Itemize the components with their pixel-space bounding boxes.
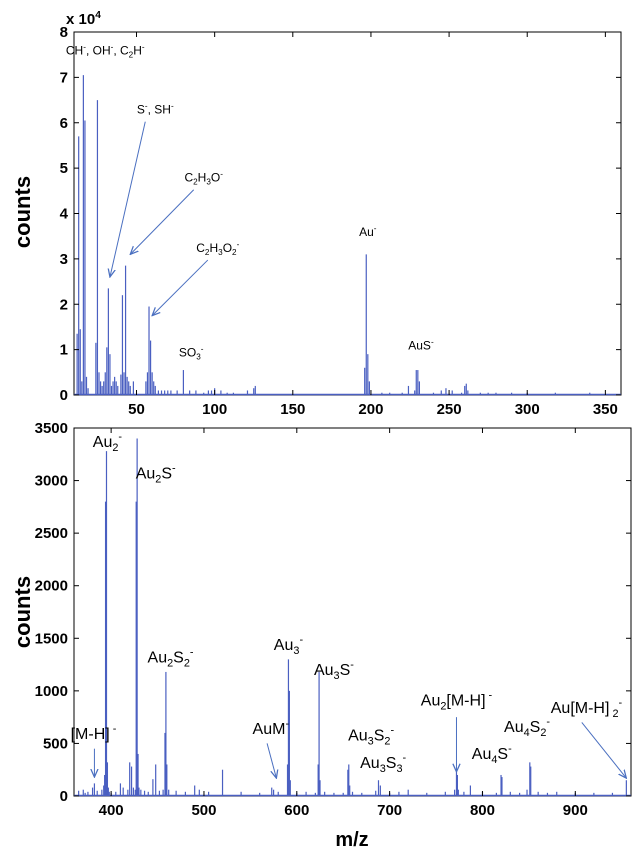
x-tick-label: 800 — [470, 802, 495, 819]
top-spectrum-peaks — [74, 75, 621, 396]
y-tick-label: 1500 — [35, 630, 68, 647]
y-tick-label: 3000 — [35, 473, 68, 490]
annotation-arrow — [130, 189, 195, 255]
y-tick-label: 2000 — [35, 578, 68, 595]
peak-annotation: [M-H] - — [71, 723, 117, 743]
peak-annotation: AuS- — [408, 338, 434, 353]
x-tick-label: 50 — [128, 401, 145, 418]
y-tick-label: 8 — [60, 24, 68, 41]
bottom-plot-area — [73, 427, 632, 797]
y-tick-label: 2500 — [35, 525, 68, 542]
bottom-spectrum-peaks — [74, 438, 631, 797]
annotation-arrow — [266, 743, 276, 778]
top-y-scale-factor: x 104 — [66, 10, 101, 28]
y-tick-label: 500 — [43, 735, 68, 752]
x-tick-label: 400 — [99, 802, 124, 819]
bottom-annotations: Au2- Au2S- Au2S2- [M-H] - AuM- Au3- Au3S- Au3S2… — [71, 431, 627, 778]
y-tick-label: 1000 — [35, 683, 68, 700]
x-tick-label: 350 — [593, 401, 618, 418]
y-tick-label: 3500 — [35, 420, 68, 437]
bottom-x-axis-label: m/z — [335, 829, 368, 851]
bottom-axis-ticks: 400 500 600 700 800 900 0 500 1000 1500 2000 2500 30… — [35, 420, 631, 819]
y-tick-label: 0 — [60, 387, 68, 404]
top-axis-ticks: 50 100 150 200 250 300 350 0 1 2 3 4 5 6 7 8 — [60, 24, 621, 418]
x-tick-label: 250 — [437, 401, 462, 418]
y-tick-label: 4 — [60, 206, 69, 223]
annotation-arrow — [152, 259, 209, 316]
peak-annotation: Au3S2- — [348, 724, 394, 747]
peak-annotation: Au4S2- — [504, 716, 550, 739]
peak-annotation: Au[M-H] 2- — [551, 697, 623, 720]
peak-annotation: Au2S2- — [148, 646, 194, 669]
annotation-arrow — [581, 722, 627, 778]
y-tick-label: 5 — [60, 160, 68, 177]
peak-annotation: C2H3O- — [184, 170, 223, 187]
x-tick-label: 700 — [377, 802, 402, 819]
peak-annotation: Au- — [359, 224, 377, 239]
x-tick-label: 300 — [515, 401, 540, 418]
x-tick-label: 600 — [284, 802, 309, 819]
y-tick-label: 2 — [60, 296, 68, 313]
peak-annotation: Au3- — [274, 634, 304, 657]
y-tick-label: 0 — [60, 788, 68, 805]
x-tick-label: 100 — [202, 401, 227, 418]
annotation-arrow — [110, 121, 146, 277]
peak-annotation: C2H3O2- — [196, 240, 239, 257]
peak-annotation: Au2S- — [136, 462, 176, 485]
peak-annotation: S-, SH- — [137, 102, 174, 117]
y-tick-label: 1 — [60, 342, 68, 359]
top-y-axis-label: counts — [10, 176, 35, 248]
top-annotations: CH-, OH-, C2H- S-, SH- C2H3O- C2H3O2- SO3- Au… — [66, 43, 434, 362]
y-tick-label: 7 — [60, 69, 68, 86]
peak-annotation: Au3S- — [314, 659, 354, 682]
peak-annotation: Au3S3- — [360, 752, 406, 775]
peak-annotation: CH-, OH-, C2H- — [66, 43, 145, 60]
peak-annotation: Au2- — [93, 431, 123, 454]
x-tick-label: 150 — [280, 401, 305, 418]
top-spectrum-panel: 50 100 150 200 250 300 350 0 1 2 3 4 5 6 7 8 CH-, OH-, … — [10, 10, 622, 418]
x-tick-label: 900 — [563, 802, 588, 819]
y-tick-label: 6 — [60, 115, 68, 132]
bottom-y-axis-label: counts — [10, 576, 35, 648]
peak-annotation: Au2[M-H] - — [421, 690, 493, 713]
x-tick-label: 200 — [358, 401, 383, 418]
bottom-spectrum-panel: 400 500 600 700 800 900 0 500 1000 1500 2000 2500 30… — [10, 420, 632, 851]
peak-annotation: Au4S- — [472, 743, 512, 766]
peak-annotation: AuM- — [253, 718, 290, 738]
x-tick-label: 500 — [191, 802, 216, 819]
top-plot-area — [73, 31, 622, 396]
y-tick-label: 3 — [60, 251, 68, 268]
peak-annotation: SO3- — [179, 344, 204, 361]
